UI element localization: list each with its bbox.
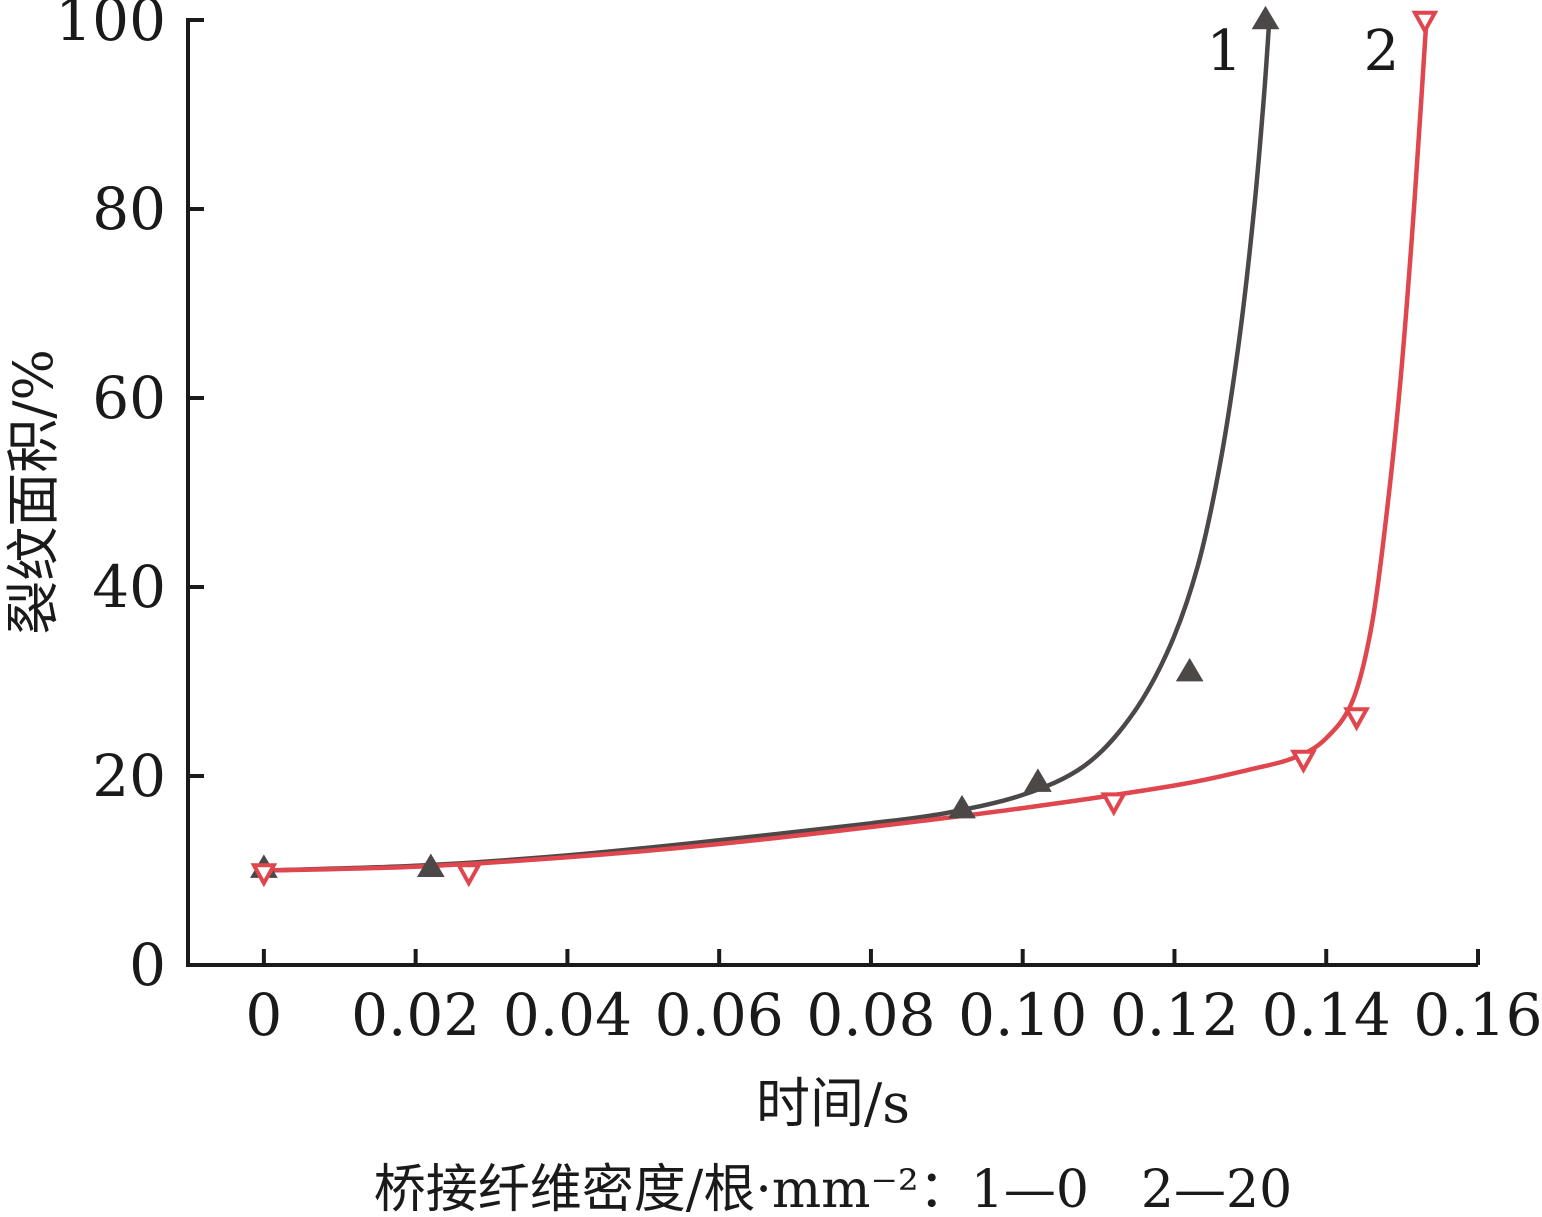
series-2-label: 2 [1364,19,1400,84]
fitted-curves [263,19,1429,873]
chart-note: 桥接纤维密度/根·mm⁻²：1—0 2—20 [374,1160,1292,1217]
x-tick-label: 0.10 [958,981,1087,1049]
series-2-point [1343,707,1370,732]
series-2-point [1100,792,1128,817]
y-tick-label: 40 [92,553,166,621]
series-1-point [948,794,976,819]
y-tick-label: 0 [129,931,166,999]
y-tick-label: 80 [92,175,166,243]
series-1-curve [263,19,1272,873]
x-tick-label: 0.08 [806,981,935,1049]
y-axis-title: 裂纹面积/% [2,349,65,635]
x-tick-label: 0.06 [655,981,784,1049]
series-1-label: 1 [1207,19,1243,84]
series-1-point [1024,768,1052,792]
series-2-curve [263,19,1429,873]
series-1-point [1251,5,1280,30]
x-tick-label: 0.14 [1262,981,1391,1049]
series-2-point [1290,749,1317,774]
x-tick-label: 0.16 [1413,981,1542,1049]
x-tick-label: 0.12 [1110,981,1239,1049]
series-2-point [1411,10,1439,35]
series-2-point [455,863,483,888]
y-tick-label: 60 [92,364,166,432]
y-tick-label: 20 [92,742,166,810]
x-tick-label: 0.04 [503,981,632,1049]
axes: 0 20 40 60 80 100 0 0.02 0.04 0.06 0.08 0.10 0.12 0.1… [55,0,1542,1049]
x-tick-label: 0.02 [351,981,480,1049]
series-1-point [1175,657,1204,682]
y-tick-label: 100 [55,0,166,54]
labels: 时间/s 裂纹面积/% 桥接纤维密度/根·mm⁻²：1—0 2—20 [2,349,1292,1217]
series-1-point [416,853,445,877]
series-2-point [250,863,278,888]
x-tick-label: 0 [245,981,282,1049]
x-axis-title: 时间/s [756,1072,910,1135]
